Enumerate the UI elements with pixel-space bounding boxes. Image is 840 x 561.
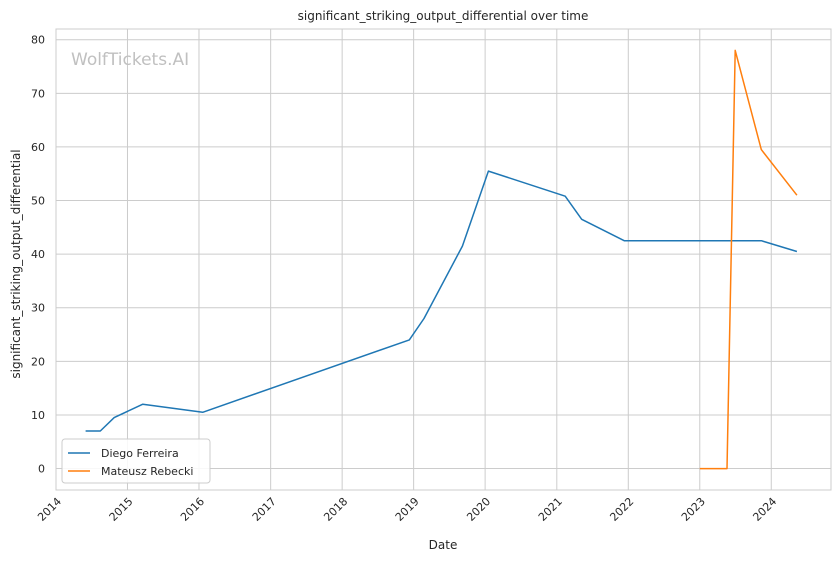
x-tick-label: 2020 [464, 495, 493, 524]
x-axis-label: Date [429, 538, 458, 552]
x-tick-label: 2018 [321, 495, 350, 524]
y-tick-label: 20 [31, 355, 45, 368]
series-line-diego-ferreira [85, 170, 798, 432]
x-axis: 2014 2015 2016 2017 2018 2019 2020 2021 2022 2023… [35, 495, 779, 524]
y-tick-label: 10 [31, 409, 45, 422]
y-axis-label: significant_striking_output_differential [9, 149, 23, 378]
series-line-mateusz-rebecki [699, 49, 798, 470]
legend: Diego Ferreira Mateusz Rebecki [61, 438, 211, 484]
y-tick-label: 70 [31, 87, 45, 100]
y-tick-label: 30 [31, 302, 45, 315]
series-lines [85, 49, 798, 470]
x-tick-label: 2017 [250, 495, 279, 524]
chart-title: significant_striking_output_differential… [298, 9, 589, 23]
plot-frame [55, 28, 832, 491]
x-tick-label: 2015 [107, 495, 136, 524]
x-tick-label: 2019 [393, 495, 422, 524]
y-tick-label: 60 [31, 141, 45, 154]
legend-label-mateusz-rebecki: Mateusz Rebecki [101, 465, 193, 478]
y-tick-label: 40 [31, 248, 45, 261]
grid [55, 29, 831, 490]
y-tick-label: 50 [31, 195, 45, 208]
x-tick-label: 2016 [178, 495, 207, 524]
x-tick-label: 2023 [679, 495, 708, 524]
legend-frame [61, 438, 211, 484]
y-tick-label: 0 [38, 463, 45, 476]
x-tick-label: 2021 [536, 495, 565, 524]
watermark: WolfTickets.AI [71, 50, 189, 70]
x-tick-label: 2022 [607, 495, 636, 524]
y-tick-label: 80 [31, 34, 45, 47]
x-tick-label: 2024 [750, 495, 779, 524]
x-tick-label: 2014 [35, 495, 64, 524]
y-axis: 0 10 20 30 40 50 60 70 80 [31, 34, 45, 476]
legend-label-diego-ferreira: Diego Ferreira [101, 447, 179, 460]
